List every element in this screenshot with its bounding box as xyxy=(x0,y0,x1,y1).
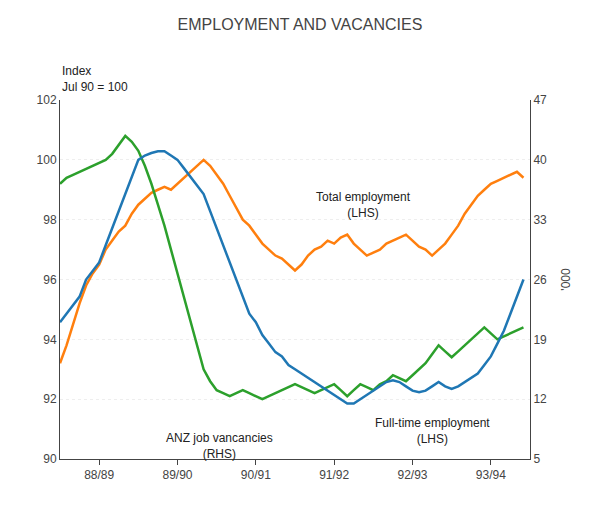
svg-text:ANZ job vancancies(RHS): ANZ job vancancies(RHS) xyxy=(166,431,273,461)
svg-text:IndexJul 90 = 100: IndexJul 90 = 100 xyxy=(62,64,128,94)
svg-text:EMPLOYMENT AND VACANCIES: EMPLOYMENT AND VACANCIES xyxy=(178,16,423,33)
svg-text:89/90: 89/90 xyxy=(162,468,192,482)
svg-text:12: 12 xyxy=(533,392,547,406)
svg-text:90/91: 90/91 xyxy=(241,468,271,482)
svg-text:98: 98 xyxy=(43,213,57,227)
svg-text:Total employment(LHS): Total employment(LHS) xyxy=(316,190,411,220)
svg-text:92: 92 xyxy=(43,392,57,406)
svg-text:96: 96 xyxy=(43,273,57,287)
svg-text:40: 40 xyxy=(533,153,547,167)
svg-text:'000: '000 xyxy=(559,268,573,291)
svg-text:47: 47 xyxy=(533,93,547,107)
svg-text:91/92: 91/92 xyxy=(319,468,349,482)
svg-text:33: 33 xyxy=(533,213,547,227)
svg-text:102: 102 xyxy=(37,93,57,107)
svg-text:92/93: 92/93 xyxy=(397,468,427,482)
svg-text:93/94: 93/94 xyxy=(476,468,506,482)
svg-text:94: 94 xyxy=(43,333,57,347)
svg-text:5: 5 xyxy=(533,452,540,466)
svg-text:26: 26 xyxy=(533,273,547,287)
svg-text:88/89: 88/89 xyxy=(84,468,114,482)
svg-text:Full-time employment(LHS): Full-time employment(LHS) xyxy=(375,416,490,446)
svg-text:100: 100 xyxy=(37,153,57,167)
svg-text:19: 19 xyxy=(533,333,547,347)
svg-text:90: 90 xyxy=(43,452,57,466)
